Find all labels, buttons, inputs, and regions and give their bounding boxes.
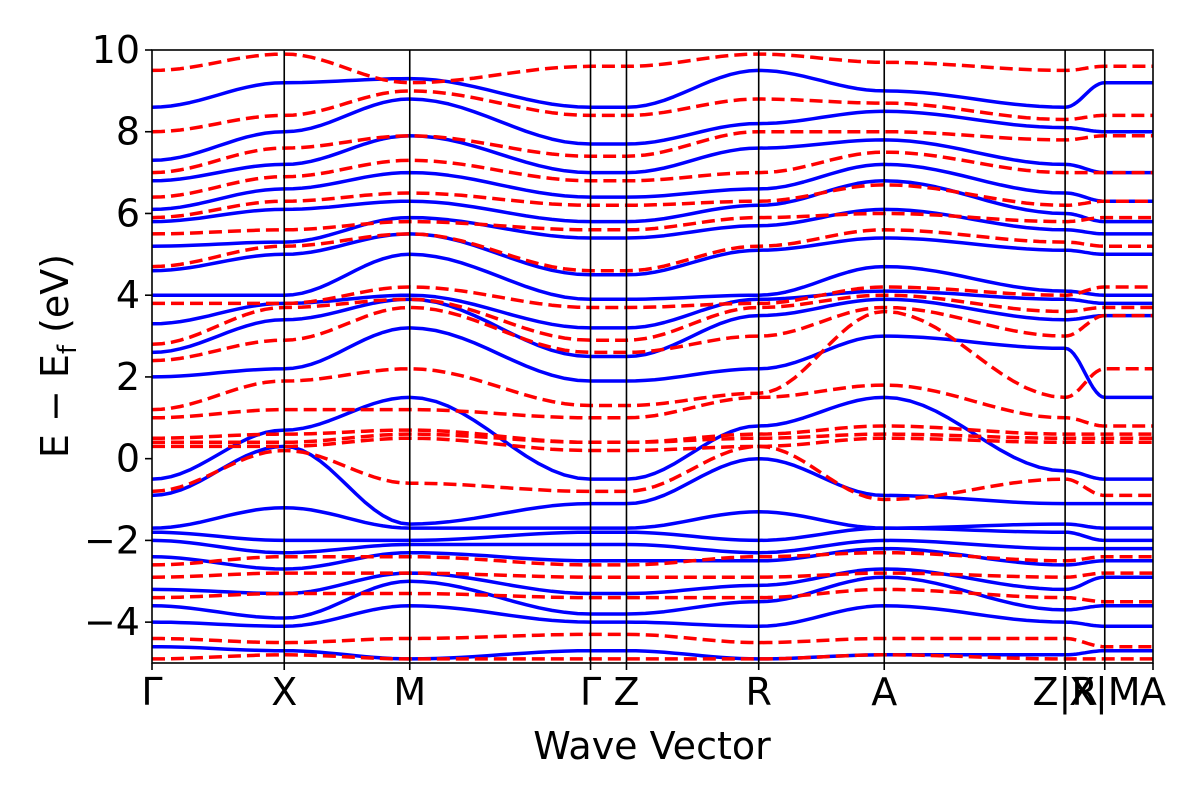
y-axis-title-sub: f [53,344,83,354]
solid-band-16 [152,179,1153,224]
y-tick-label: 4 [116,273,140,317]
high-symmetry-lines [283,50,1106,663]
y-tick-label: −2 [84,518,140,562]
dashed-band-16 [152,183,1153,220]
solid-band-17 [152,162,1153,212]
dashed-band-17 [152,150,1153,199]
dashed-band-15 [152,211,1153,236]
solid-band-19 [152,97,1153,163]
y-tick-label: 8 [116,110,140,154]
dashed-band-3 [152,571,1153,579]
dashed-band-19 [152,89,1153,134]
x-tick-label: X|M [1069,670,1141,715]
dashed-band-2 [152,587,1153,604]
solid-band-6 [152,526,1153,543]
solid-band-7 [152,505,1153,530]
y-tick-label: 10 [92,28,140,72]
solid-band-9 [152,395,1153,481]
x-tick-label: Γ [141,670,162,714]
dashed-band-10 [152,309,1153,412]
dashed-band-9 [152,383,1153,428]
y-axis-ticks: −4 −2 0 2 4 6 8 10 [84,28,152,644]
x-tick-label: A [871,670,897,714]
x-tick-label: X [271,670,297,714]
y-tick-label: −4 [84,600,140,644]
dashed-band-11 [152,305,1153,363]
solid-band-1 [152,604,1153,628]
bands-group [152,52,1153,661]
solid-band-20 [152,68,1153,109]
dashed-band-14 [152,228,1153,273]
y-axis-title-unit: (eV) [33,254,77,333]
x-tick-label: Z [613,670,639,714]
solid-band-14 [152,232,1153,277]
solid-band-8 [152,444,1153,526]
y-tick-label: 6 [116,191,140,235]
dashed-band-6 [152,436,1153,453]
dashed-band-series [152,52,1153,661]
x-tick-label: M [393,670,426,714]
dashed-band-13 [152,285,1153,310]
y-tick-label: 0 [116,437,140,481]
dashed-band-0 [152,653,1153,661]
x-tick-label: A [1140,670,1166,714]
solid-band-12 [152,289,1153,330]
solid-band-11 [152,297,1153,359]
y-axis-title-main: E − E [33,354,77,458]
plot-area [151,49,1154,664]
x-axis-ticks: Γ X M Γ Z R A Z|RX|M A [141,663,1166,715]
dashed-band-8 [152,424,1153,445]
plot-frame [151,49,1154,664]
dashed-band-12 [152,293,1153,346]
x-tick-label: Γ [580,670,601,714]
solid-band-series [152,68,1153,661]
dashed-band-4 [152,550,1153,567]
x-tick-label: R [746,670,772,714]
x-tick-label: Z|R [1032,670,1097,715]
solid-band-3 [152,567,1153,596]
solid-band-5 [152,538,1153,555]
solid-band-0 [152,644,1153,661]
solid-band-13 [152,252,1153,302]
solid-band-10 [152,326,1153,400]
solid-band-18 [152,134,1153,183]
solid-band-2 [152,575,1153,620]
solid-band-15 [152,207,1153,248]
dashed-band-20 [152,52,1153,85]
dashed-band-1 [152,632,1153,649]
solid-band-4 [152,546,1153,571]
y-axis-title: E − Ef (eV) [33,254,83,458]
dashed-band-5 [152,444,1153,502]
x-axis-title: Wave Vector [533,724,771,768]
dashed-band-18 [152,129,1153,175]
y-tick-label: 2 [116,355,140,399]
